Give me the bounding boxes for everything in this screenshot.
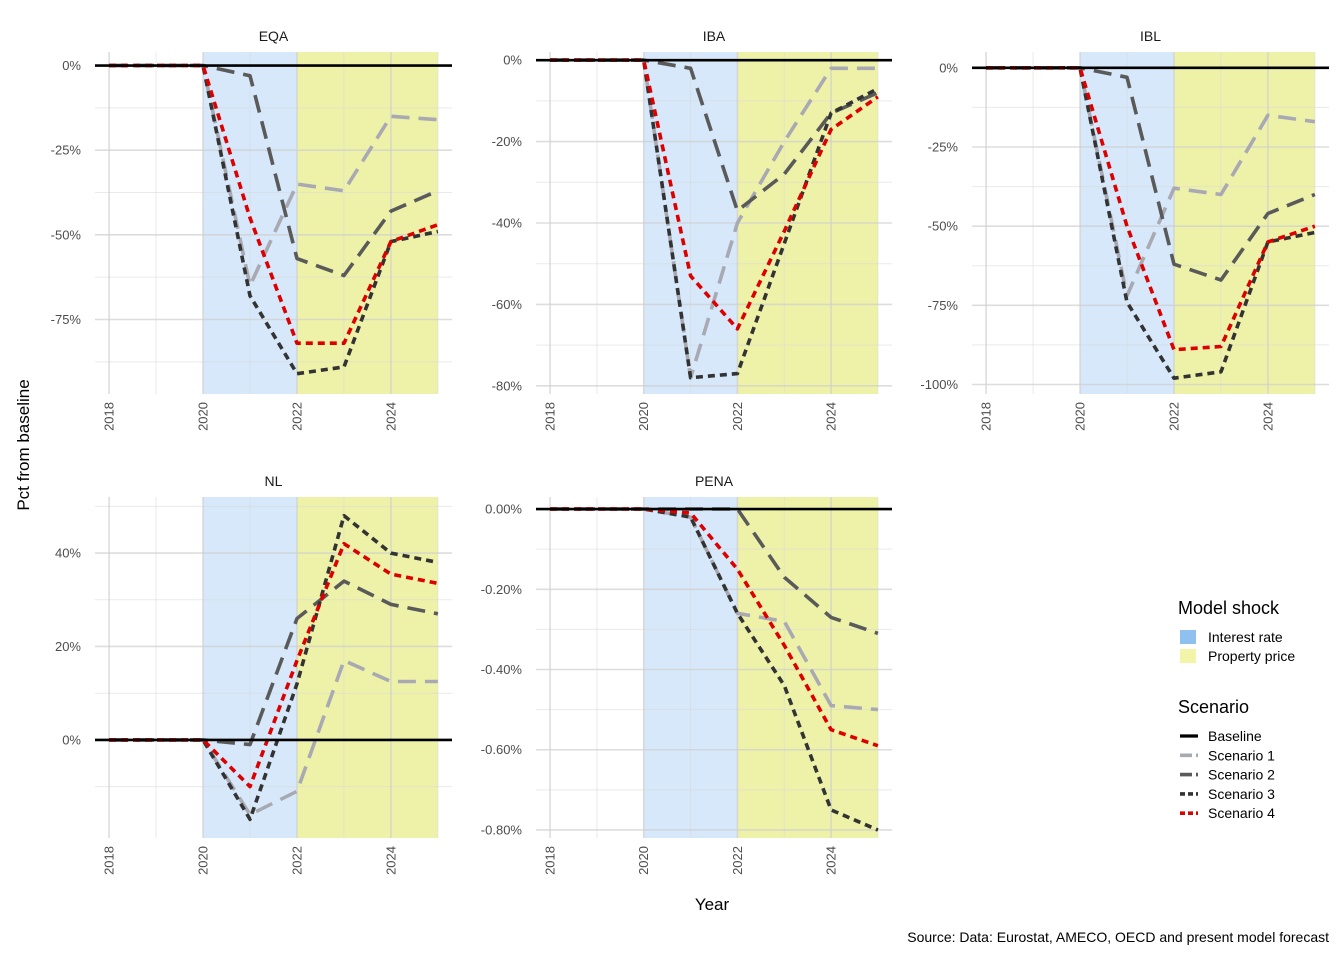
legend-label-scenario-4: Scenario 4 [1208, 805, 1275, 821]
x-axis-title: Year [695, 895, 730, 914]
x-tick-label: 2020 [636, 846, 651, 875]
x-tick-label: 2020 [196, 402, 211, 431]
x-tick-label: 2020 [636, 402, 651, 431]
facet-title: EQA [259, 28, 289, 44]
x-tick-label: 2024 [1260, 402, 1275, 431]
y-tick-label: 40% [55, 546, 81, 561]
y-tick-label: 0.00% [485, 502, 522, 517]
legend-label-property-price: Property price [1208, 648, 1295, 664]
source-caption: Source: Data: Eurostat, AMECO, OECD and … [907, 929, 1329, 945]
facet-iba: IBA 0% -20% -40% -60% -80% 2018 2020 2022 2024 [492, 28, 892, 431]
legend-label-scenario-1: Scenario 1 [1208, 747, 1275, 763]
x-tick-label: 2018 [543, 846, 558, 875]
facets: EQA 0% -25% -50% -75% 2018 2020 2022 2024 IBA 0% -2… [51, 28, 1329, 875]
y-tick-label: -40% [492, 216, 523, 231]
y-tick-label: 0% [62, 58, 81, 73]
x-tick-label: 2020 [1073, 402, 1088, 431]
y-tick-label: 0% [62, 732, 81, 747]
y-tick-label: -0.20% [481, 582, 523, 597]
facet-pena: PENA 0.00% -0.20% -0.40% -0.60% -0.80% 2018 202… [481, 473, 892, 875]
x-tick-label: 2024 [824, 846, 839, 875]
facet-eqa: EQA 0% -25% -50% -75% 2018 2020 2022 2024 [51, 28, 452, 431]
y-tick-label: -25% [51, 143, 82, 158]
y-tick-label: -50% [51, 227, 82, 242]
y-tick-label: -75% [51, 312, 82, 327]
y-tick-label: -80% [492, 378, 523, 393]
facet-title: PENA [695, 473, 734, 489]
y-axis-title: Pct from baseline [14, 379, 33, 510]
legend-title-model-shock: Model shock [1178, 598, 1280, 618]
shade-property-price [737, 497, 878, 838]
legend-swatch-property-price [1180, 649, 1196, 663]
facet-nl: NL 0% 20% 40% 2018 2020 2022 2024 [55, 473, 452, 875]
x-tick-label: 2024 [383, 402, 398, 431]
x-tick-label: 2022 [730, 846, 745, 875]
y-tick-label: -25% [928, 140, 959, 155]
x-tick-label: 2022 [730, 402, 745, 431]
facet-title: NL [265, 473, 283, 489]
y-tick-label: -0.80% [481, 822, 523, 837]
x-tick-label: 2024 [824, 402, 839, 431]
x-tick-label: 2018 [979, 402, 994, 431]
legend: Model shock Interest rate Property price Sc… [1178, 598, 1295, 821]
facet-ibl: IBL 0% -25% -50% -75% -100% 2018 2020 2022 2024 [920, 28, 1329, 431]
legend-label-interest-rate: Interest rate [1208, 629, 1283, 645]
shade-property-price [296, 52, 438, 394]
legend-label-scenario-3: Scenario 3 [1208, 786, 1275, 802]
legend-label-baseline: Baseline [1208, 728, 1262, 744]
x-tick-label: 2018 [543, 402, 558, 431]
y-tick-label: 0% [503, 53, 522, 68]
y-tick-label: -20% [492, 134, 523, 149]
y-tick-label: -50% [928, 219, 959, 234]
y-tick-label: -0.60% [481, 742, 523, 757]
y-tick-label: -60% [492, 297, 523, 312]
legend-swatch-interest-rate [1180, 630, 1196, 644]
shade-property-price [1173, 52, 1315, 394]
y-tick-label: -0.40% [481, 662, 523, 677]
y-tick-label: -100% [920, 377, 958, 392]
x-tick-label: 2024 [383, 846, 398, 875]
x-tick-label: 2020 [196, 846, 211, 875]
y-tick-label: -75% [928, 298, 959, 313]
x-tick-label: 2022 [289, 402, 304, 431]
legend-title-scenario: Scenario [1178, 697, 1249, 717]
legend-label-scenario-2: Scenario 2 [1208, 767, 1275, 783]
facet-title: IBL [1140, 28, 1161, 44]
x-tick-label: 2022 [289, 846, 304, 875]
facet-title: IBA [703, 28, 726, 44]
y-tick-label: 20% [55, 639, 81, 654]
x-tick-label: 2018 [102, 402, 117, 431]
x-tick-label: 2018 [102, 846, 117, 875]
y-tick-label: 0% [939, 60, 958, 75]
x-tick-label: 2022 [1166, 402, 1181, 431]
